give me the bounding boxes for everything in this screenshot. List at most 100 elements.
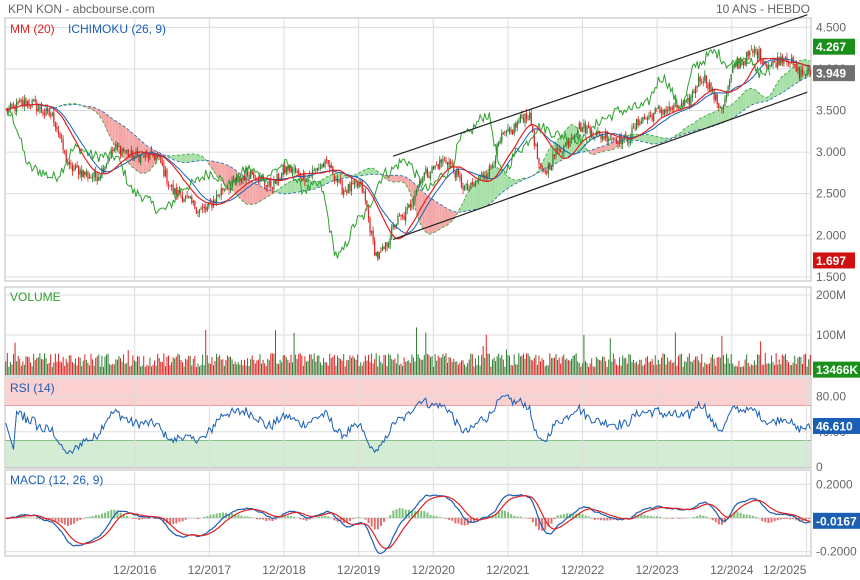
macd-histogram-bar <box>364 518 367 520</box>
macd-histogram-bar <box>94 515 97 518</box>
candle-body <box>535 144 537 146</box>
ichimoku-cloud-segment <box>752 88 755 105</box>
ichimoku-cloud-segment <box>250 180 253 205</box>
candle-body <box>37 108 39 112</box>
candle-body <box>316 167 318 171</box>
ichimoku-cloud-segment <box>98 109 101 118</box>
macd-histogram-bar <box>606 518 609 521</box>
candle-body <box>254 178 256 180</box>
candle-body <box>59 134 61 139</box>
ichimoku-cloud-segment <box>452 211 454 221</box>
macd-histogram-bar <box>51 518 54 520</box>
candle-body <box>138 156 140 162</box>
ichimoku-cloud-segment <box>176 155 178 162</box>
candle-body <box>625 133 627 136</box>
ichimoku-cloud-segment <box>177 155 180 162</box>
macd-histogram-bar <box>23 516 26 518</box>
macd-histogram-bar <box>395 509 398 518</box>
trend-channel-line <box>392 91 808 240</box>
candle-body <box>107 158 109 163</box>
candle-body <box>797 67 799 71</box>
candle-body <box>589 127 591 132</box>
macd-histogram-bar <box>782 518 785 520</box>
ichimoku-cloud-segment <box>605 144 608 151</box>
candle-body <box>158 156 160 158</box>
candle-body <box>157 156 159 158</box>
ichimoku-cloud-segment <box>790 68 792 88</box>
ichimoku-cloud-segment <box>549 146 552 167</box>
candle-body <box>172 184 174 194</box>
candle-body <box>262 177 264 180</box>
macd-histogram-bar <box>590 518 593 519</box>
candle-body <box>574 134 576 139</box>
macd-histogram-bar <box>243 516 246 518</box>
candle-body <box>411 204 413 209</box>
x-tick-label: 12/2016 <box>113 563 157 577</box>
candle-body <box>215 194 218 203</box>
candle-body <box>257 179 260 182</box>
candle-body <box>198 209 201 213</box>
ichimoku-cloud-segment <box>734 101 736 118</box>
ichimoku-cloud-segment <box>182 154 185 163</box>
candle-body <box>465 184 467 185</box>
ichimoku-cloud-segment <box>103 112 105 126</box>
macd-histogram-bar <box>88 516 91 518</box>
candle-body <box>71 165 74 171</box>
candle-body <box>809 69 811 76</box>
candle-body <box>67 162 69 165</box>
candle-body <box>395 224 397 228</box>
macd-histogram-bar <box>544 518 547 530</box>
ichimoku-span-a <box>45 59 811 235</box>
candle-body <box>587 125 590 128</box>
candle-body <box>318 168 320 170</box>
macd-histogram-bar <box>246 516 249 518</box>
candle-body <box>304 173 306 183</box>
macd-histogram-bar <box>429 514 432 518</box>
candle-body <box>586 126 588 133</box>
ichimoku-cloud-segment <box>777 80 780 96</box>
candle-body <box>684 101 686 106</box>
candle-body <box>305 180 308 182</box>
macd-histogram-bar <box>432 515 435 518</box>
candle-body <box>282 166 284 175</box>
ichimoku-cloud-segment <box>490 167 493 203</box>
candle-body <box>693 90 695 93</box>
ichimoku-cloud-segment <box>278 188 281 194</box>
ichimoku-cloud-segment <box>597 147 600 154</box>
candle-body <box>115 144 117 150</box>
candle-body <box>349 184 351 191</box>
price-badge-0-box <box>813 38 855 55</box>
candle-body <box>530 112 532 126</box>
macd-histogram-bar <box>234 514 237 518</box>
candle-body <box>113 148 115 151</box>
ichimoku-cloud-segment <box>476 179 479 210</box>
macd-histogram-bar <box>748 514 751 518</box>
candle-body <box>310 175 312 177</box>
x-tick-label: 12/2019 <box>337 563 381 577</box>
candle-body <box>713 89 715 100</box>
candle-body <box>591 131 593 138</box>
ichimoku-cloud-segment <box>788 70 791 89</box>
candle-body <box>463 185 466 190</box>
macd-histogram-bar <box>60 518 63 524</box>
candle-body <box>29 106 32 107</box>
candle-body <box>45 108 47 116</box>
ichimoku-cloud-segment <box>261 186 264 201</box>
macd-histogram-bar <box>63 518 66 525</box>
ichimoku-cloud-segment <box>649 134 651 144</box>
macd-histogram-bar <box>85 517 88 518</box>
candle-body <box>510 129 512 133</box>
candle-body <box>307 175 309 181</box>
candle-body <box>333 175 335 181</box>
ichimoku-cloud-segment <box>407 177 409 191</box>
candle-body <box>808 68 810 71</box>
candle-body <box>696 86 698 88</box>
macd-histogram-bar <box>383 518 386 522</box>
ichimoku-cloud-segment <box>600 146 603 153</box>
candle-body <box>153 155 156 160</box>
candle-body <box>378 251 380 260</box>
ichimoku-cloud-segment <box>470 186 473 211</box>
macd-histogram-bar <box>751 515 754 518</box>
candle-body <box>549 163 551 170</box>
candle-body <box>622 139 624 145</box>
